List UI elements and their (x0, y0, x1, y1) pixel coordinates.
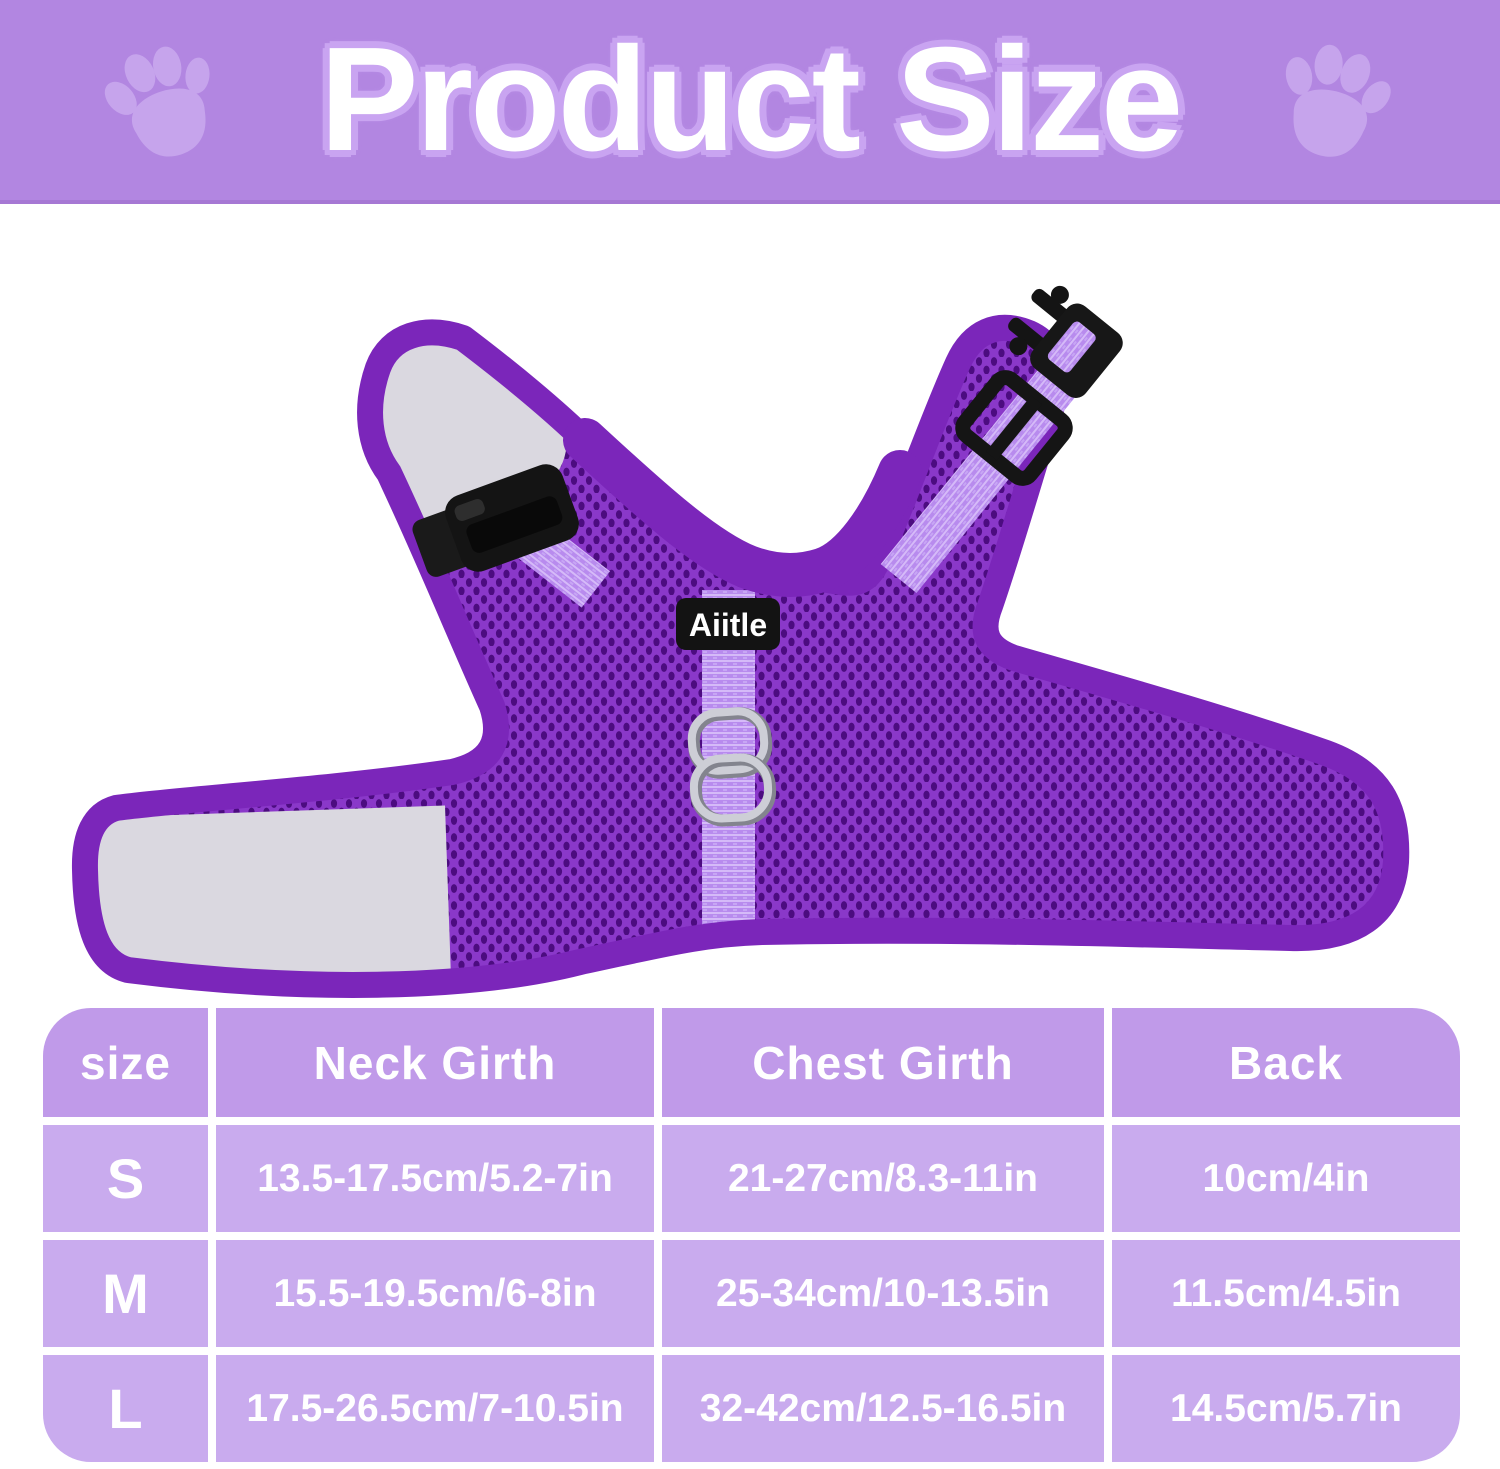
table-row-l-neck: 17.5-26.5cm/7-10.5in (216, 1355, 654, 1462)
neck-dip-binding (563, 418, 922, 597)
table-row-s-chest: 21-27cm/8.3-11in (662, 1125, 1104, 1232)
table-row-l-size: L (43, 1355, 208, 1462)
female-buckle (412, 464, 579, 577)
paw-print-icon (104, 46, 210, 157)
column-header-neck: Neck Girth (216, 1008, 654, 1117)
column-header-back: Back (1112, 1008, 1460, 1117)
size-table: size Neck Girth Chest Girth Back S 13.5-… (43, 1008, 1460, 1462)
table-row-m-chest: 25-34cm/10-13.5in (662, 1240, 1104, 1347)
column-header-chest: Chest Girth (662, 1008, 1104, 1117)
d-rings (687, 707, 777, 827)
table-row-l-chest: 32-42cm/12.5-16.5in (662, 1355, 1104, 1462)
male-buckle (1008, 285, 1123, 398)
harness-product-photo: Aiitle (0, 285, 1500, 1010)
table-row-s-back: 10cm/4in (1112, 1125, 1460, 1232)
table-row-s-size: S (43, 1125, 208, 1232)
brand-label: Aiitle (676, 598, 780, 650)
column-header-size: size (43, 1008, 208, 1117)
table-row-m-size: M (43, 1240, 208, 1347)
banner: Product Size (0, 0, 1500, 204)
velcro-patch-chest (84, 805, 451, 985)
table-row-m-back: 11.5cm/4.5in (1112, 1240, 1460, 1347)
table-row-s-neck: 13.5-17.5cm/5.2-7in (216, 1125, 654, 1232)
strap-adjuster (955, 370, 1073, 486)
table-row-m-neck: 15.5-19.5cm/6-8in (216, 1240, 654, 1347)
paw-print-icon (1285, 44, 1391, 157)
table-row-l-back: 14.5cm/5.7in (1112, 1355, 1460, 1462)
page-title: Product Size (319, 17, 1183, 182)
brand-label-text: Aiitle (689, 607, 767, 643)
